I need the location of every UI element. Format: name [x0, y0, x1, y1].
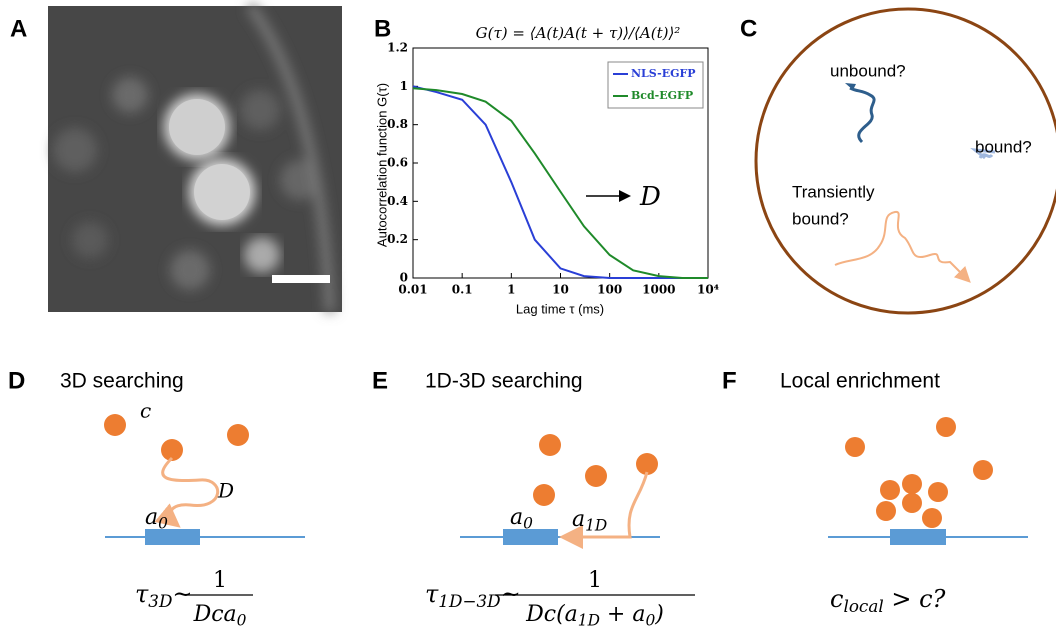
formula-den-part: 1D	[578, 612, 600, 630]
y-axis-label: Autocorrelation function G(τ)	[374, 83, 389, 247]
figure: A B 00.20.40.60.811.20.010.1110100100010…	[0, 0, 1056, 632]
formula-lhs-part: 3D	[148, 591, 173, 611]
diagram-d: c D	[104, 399, 305, 546]
panel-label: F	[722, 367, 737, 394]
formula-den-part: Dca	[193, 602, 237, 627]
legend-label: NLS-EGFP	[631, 67, 696, 80]
panel-label: D	[8, 367, 25, 394]
formula-den-part: Dc(a	[525, 602, 578, 627]
symbol: a1D	[572, 507, 607, 535]
diagram-e	[460, 434, 660, 545]
panel-title: 1D-3D searching	[425, 370, 583, 393]
x-tick-label: 1000	[642, 283, 675, 297]
formula-num: 1	[213, 568, 227, 593]
symbol-part: 0	[158, 515, 168, 533]
formula-lhs: τ3D~	[135, 580, 193, 611]
formula-lhs-part: ~	[501, 580, 521, 608]
panel-title: Local enrichment	[780, 370, 940, 393]
y-tick-label: 1.2	[387, 41, 408, 55]
formula-den-part: 0	[237, 612, 247, 630]
panel-label: B	[374, 15, 391, 42]
formula-lhs-part: ~	[172, 580, 192, 608]
symbol: a0	[510, 505, 533, 533]
panel-label: A	[10, 15, 27, 42]
panel-label: C	[740, 15, 757, 42]
formula-part: local	[843, 596, 883, 616]
x-axis-label: Lag time τ (ms)	[516, 301, 604, 316]
chart-title: G(τ) = ⟨A(t)A(t + τ)⟩/⟨A(t)⟩²	[476, 24, 681, 42]
formula-part: c	[830, 585, 843, 613]
symbol: D	[217, 479, 234, 503]
series-line	[413, 88, 708, 278]
symbol-part: 1D	[585, 517, 607, 535]
legend-label: Bcd-EGFP	[631, 89, 693, 102]
x-tick-label: 0.1	[452, 283, 473, 297]
symbol-part: a	[145, 505, 158, 530]
annotation: D	[639, 182, 661, 212]
x-tick-label: 10	[552, 283, 569, 297]
diagram-c: unbound? bound? Transiently bound?	[756, 9, 1056, 313]
formula-den-part: )	[654, 602, 664, 627]
x-tick-label: 0.01	[398, 283, 427, 297]
x-tick-label: 10⁴	[697, 283, 719, 297]
series-line	[413, 86, 708, 278]
x-tick-label: 100	[597, 283, 622, 297]
formula-part: > c?	[884, 585, 946, 613]
symbol: c	[140, 399, 151, 423]
y-tick-label: 0.8	[387, 117, 408, 131]
state-label: unbound?	[830, 61, 906, 80]
state-label: bound?	[792, 209, 849, 228]
y-tick-label: 0.6	[387, 156, 408, 170]
formula-den-part: 0	[645, 612, 655, 630]
formula-num: 1	[588, 568, 602, 593]
panel-label: E	[372, 367, 388, 394]
formula-den: Dca0	[193, 602, 247, 630]
symbol-part: a	[510, 505, 523, 530]
diagram-f	[828, 417, 1028, 545]
symbol: a0	[145, 505, 168, 533]
panel-title: 3D searching	[60, 370, 184, 393]
y-tick-label: 0.4	[387, 194, 408, 208]
y-tick-label: 1	[400, 79, 408, 93]
formula-den-part: + a	[600, 602, 646, 627]
symbol-part: 0	[523, 515, 533, 533]
y-tick-label: 0.2	[387, 232, 408, 246]
formula-den: Dc(a1D + a0)	[525, 602, 664, 630]
symbol-part: a	[572, 507, 585, 532]
formula-lhs-part: 1D−3D	[438, 591, 501, 611]
formula: clocal > c?	[830, 585, 946, 616]
state-label: Transiently	[792, 182, 875, 201]
formula-lhs-part: τ	[425, 580, 439, 608]
micrograph	[48, 6, 342, 312]
state-label: bound?	[975, 137, 1032, 156]
x-tick-label: 1	[507, 283, 515, 297]
formula-lhs-part: τ	[135, 580, 149, 608]
